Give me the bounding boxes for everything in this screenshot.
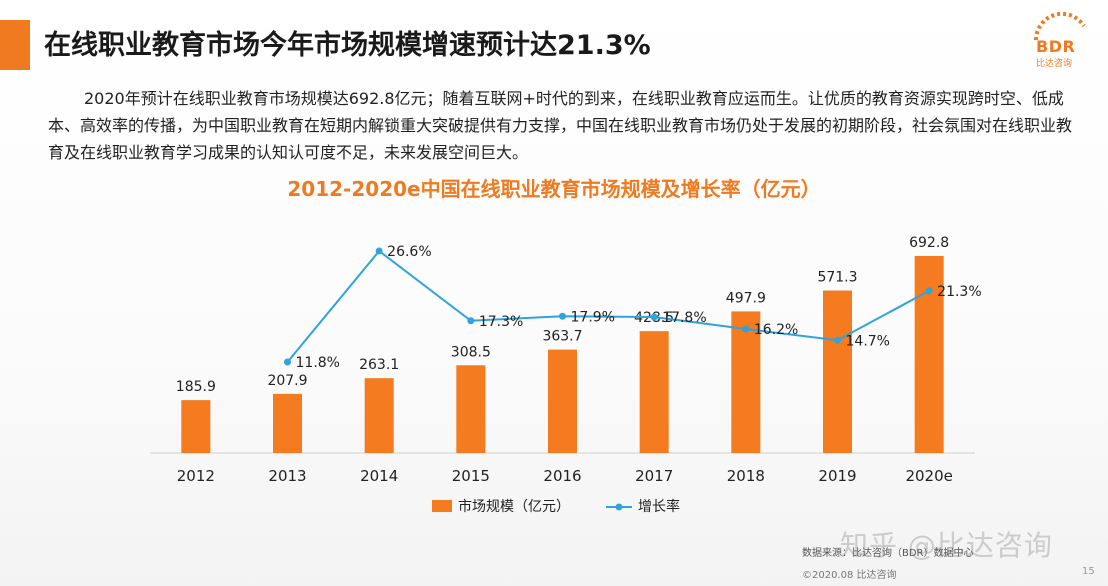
bar <box>731 311 761 453</box>
legend-line-marker <box>615 503 623 511</box>
watermark: 知乎 @比达咨询 <box>840 529 1053 562</box>
growth-rate-point <box>925 287 933 295</box>
x-tick-label: 2014 <box>360 467 398 485</box>
growth-rate-label: 17.9% <box>571 309 615 325</box>
growth-rate-label: 16.2% <box>754 322 798 338</box>
x-tick-label: 2017 <box>635 467 673 485</box>
copyright: ©2020.08 比达咨询 <box>802 570 897 581</box>
data-source: 数据来源：比达咨询（BDR）数据中心 <box>802 548 974 559</box>
growth-rate-point <box>742 325 750 333</box>
bar <box>273 393 302 453</box>
intro-paragraph: 2020年预计在线职业教育市场规模达692.8亿元；随着互联网+时代的到来，在线… <box>48 89 1073 162</box>
growth-rate-label: 17.8% <box>662 310 706 326</box>
growth-rate-label: 14.7% <box>846 333 890 349</box>
growth-rate-point <box>284 358 291 366</box>
chart-title: 2012-2020e中国在线职业教育市场规模及增长率（亿元） <box>287 177 821 201</box>
legend-bar-swatch <box>432 500 452 512</box>
page-title: 在线职业教育市场今年市场规模增速预计达21.3% <box>44 30 651 61</box>
x-tick-label: 2013 <box>268 467 306 485</box>
bar-value-label: 363.7 <box>542 329 582 345</box>
bar-value-label: 308.5 <box>451 344 491 360</box>
x-tick-label: 2020e <box>905 467 952 485</box>
growth-rate-label: 11.8% <box>296 355 340 371</box>
page-number: 15 <box>1082 566 1095 577</box>
growth-rate-point <box>467 317 475 325</box>
growth-rate-point <box>375 247 383 255</box>
bar <box>456 365 486 453</box>
bar <box>823 290 852 453</box>
logo-subtitle: 比达咨询 <box>1036 59 1073 69</box>
bdr-logo-icon <box>1033 11 1086 41</box>
growth-rate-point <box>559 312 566 320</box>
bar <box>639 331 669 453</box>
growth-rate-line <box>286 249 930 363</box>
bar-value-label: 185.9 <box>176 379 216 395</box>
bar-value-label: 263.1 <box>359 357 399 373</box>
bar <box>548 349 577 453</box>
logo-wordmark: BDR <box>1036 37 1076 56</box>
x-tick-label: 2018 <box>727 467 765 485</box>
growth-rate-label: 17.3% <box>479 314 523 330</box>
growth-rate-point <box>650 313 658 321</box>
x-tick-label: 2016 <box>543 467 581 485</box>
title-accent-bar <box>0 20 30 70</box>
legend-line-label: 增长率 <box>638 498 680 515</box>
bar-value-label: 497.9 <box>726 290 766 306</box>
x-tick-label: 2012 <box>177 467 215 485</box>
bar-value-label: 692.8 <box>909 235 949 251</box>
x-tick-label: 2019 <box>818 467 856 485</box>
bar <box>181 400 211 453</box>
x-tick-label: 2015 <box>452 467 490 485</box>
growth-rate-label: 26.6% <box>387 244 431 260</box>
growth-rate-point <box>834 336 841 344</box>
legend-bar-label: 市场规模（亿元） <box>458 498 570 515</box>
bar <box>364 378 394 453</box>
growth-rate-label: 21.3% <box>937 284 981 300</box>
bar-value-label: 571.3 <box>817 270 857 286</box>
bar-value-label: 207.9 <box>267 373 307 389</box>
